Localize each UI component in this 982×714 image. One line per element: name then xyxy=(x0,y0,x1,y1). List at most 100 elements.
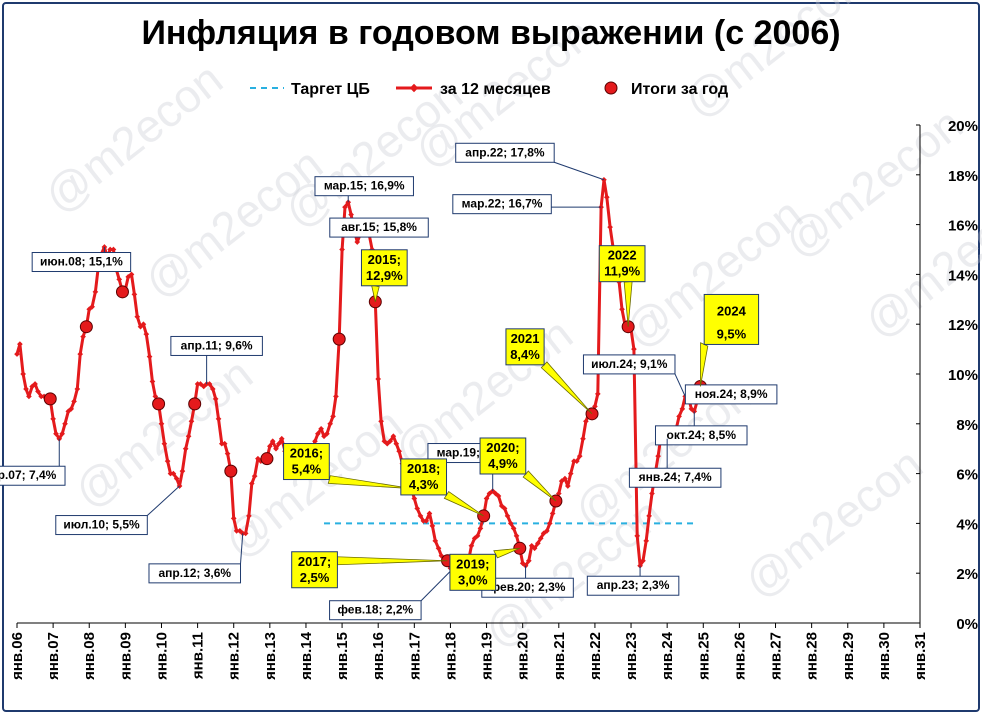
x-tick-label: янв.23 xyxy=(623,632,640,680)
annotation-label: 2019; 3,0% xyxy=(456,556,489,587)
annual-dot xyxy=(43,392,57,406)
line-point xyxy=(179,468,186,474)
annotation-box xyxy=(455,142,555,163)
line-point xyxy=(167,470,174,477)
annotation-label: апр.11; 9,6% xyxy=(181,338,253,352)
line-point xyxy=(435,545,442,552)
line-point xyxy=(269,438,276,445)
annotation-label: июн.08; 15,1% xyxy=(40,255,123,269)
line-point xyxy=(248,480,255,487)
annotation-box xyxy=(291,551,338,589)
legend-line-marker xyxy=(409,83,419,93)
annotation-box xyxy=(628,467,722,488)
annotation-label: авг.15; 15,8% xyxy=(341,220,417,234)
line-point xyxy=(330,413,336,420)
annotation-label: фев.20; 2,3% xyxy=(490,580,566,594)
line-point xyxy=(276,440,282,447)
x-tick-label: янв.28 xyxy=(804,632,821,680)
line-point xyxy=(619,306,625,313)
line-point xyxy=(507,520,514,527)
x-tick-label: янв.26 xyxy=(731,632,748,680)
line-point xyxy=(74,386,81,392)
x-tick-label: янв.31 xyxy=(912,632,929,680)
annotation-leader xyxy=(146,485,180,516)
annotation-label: 2021 8,4% xyxy=(510,331,540,362)
annotation-box xyxy=(55,515,148,536)
x-tick-label: янв.08 xyxy=(81,632,98,680)
line-point xyxy=(594,391,601,397)
annotation-label: апр.23; 2,3% xyxy=(597,578,670,592)
line-point xyxy=(396,448,402,455)
annotation-box xyxy=(170,335,263,356)
annotation-box xyxy=(582,354,676,375)
line-point xyxy=(23,386,29,392)
line-point xyxy=(161,440,168,447)
annotation-label: июл.10; 5,5% xyxy=(63,518,140,532)
line-point xyxy=(71,398,77,405)
x-tick-label: янв.16 xyxy=(370,632,387,680)
line-point xyxy=(68,406,75,412)
x-tick-label: янв.25 xyxy=(695,632,712,680)
legend-line-label: за 12 месяцев xyxy=(440,81,551,98)
line-point xyxy=(215,415,222,422)
line-point xyxy=(246,513,252,519)
line-point xyxy=(565,483,571,489)
line-point xyxy=(643,538,650,544)
x-tick-label: янв.15 xyxy=(334,632,351,680)
annotation-box xyxy=(400,458,448,496)
line-point xyxy=(583,418,589,425)
x-tick-label: янв.11 xyxy=(190,632,207,679)
line-point xyxy=(504,513,511,519)
line-point xyxy=(501,505,508,512)
line-point xyxy=(278,435,285,442)
line-point xyxy=(631,346,637,352)
line-point xyxy=(354,239,361,245)
line-point xyxy=(182,445,189,452)
annotation-label: янв.24; 7,4% xyxy=(639,470,712,484)
line-point xyxy=(224,450,231,457)
annotation-box xyxy=(654,425,748,446)
line-point xyxy=(197,381,204,387)
line-point xyxy=(411,495,418,502)
annotation-label: апр.22; 17,8% xyxy=(465,145,545,159)
line-point xyxy=(513,533,520,539)
line-point xyxy=(423,518,430,524)
line-point xyxy=(432,538,439,544)
line-point xyxy=(312,438,318,445)
x-tick-label: янв.07 xyxy=(45,632,62,680)
watermark-text: @m2econ xyxy=(34,52,232,222)
legend-dot-label: Итоги за год xyxy=(631,81,728,98)
line-point xyxy=(233,528,240,534)
annual-dot xyxy=(152,397,166,411)
x-tick-label: янв.20 xyxy=(515,632,532,680)
y-tick-label: 0% xyxy=(956,616,978,633)
x-tick-label: янв.24 xyxy=(659,631,676,680)
x-tick-label: янв.27 xyxy=(768,632,785,680)
x-tick-label: янв.13 xyxy=(262,632,279,680)
line-point xyxy=(655,453,661,459)
line-point xyxy=(676,413,682,420)
annotation-box xyxy=(479,437,527,475)
annotation-box xyxy=(684,384,778,405)
line-point xyxy=(474,533,481,539)
line-point xyxy=(267,443,273,450)
line-point xyxy=(212,396,219,402)
y-tick-label: 16% xyxy=(948,218,978,235)
annual-dot xyxy=(115,285,129,299)
line-point xyxy=(146,353,153,360)
line-point xyxy=(634,533,641,539)
y-tick-label: 4% xyxy=(956,516,978,533)
annotation-box xyxy=(586,575,680,596)
annotation-box xyxy=(329,217,429,238)
line-point xyxy=(230,515,237,522)
x-tick-label: янв.22 xyxy=(587,632,604,680)
line-point xyxy=(17,341,23,347)
line-point xyxy=(107,246,114,253)
y-tick-label: 14% xyxy=(948,267,978,284)
line-point xyxy=(77,351,84,357)
y-tick-label: 10% xyxy=(948,367,978,384)
y-tick-labels: 0% 2% 4% 6% 8% 10% 12% 14% 16% 18% 20% xyxy=(916,118,978,633)
line-point xyxy=(537,535,544,542)
line-point xyxy=(188,418,195,425)
line-point xyxy=(510,525,517,532)
